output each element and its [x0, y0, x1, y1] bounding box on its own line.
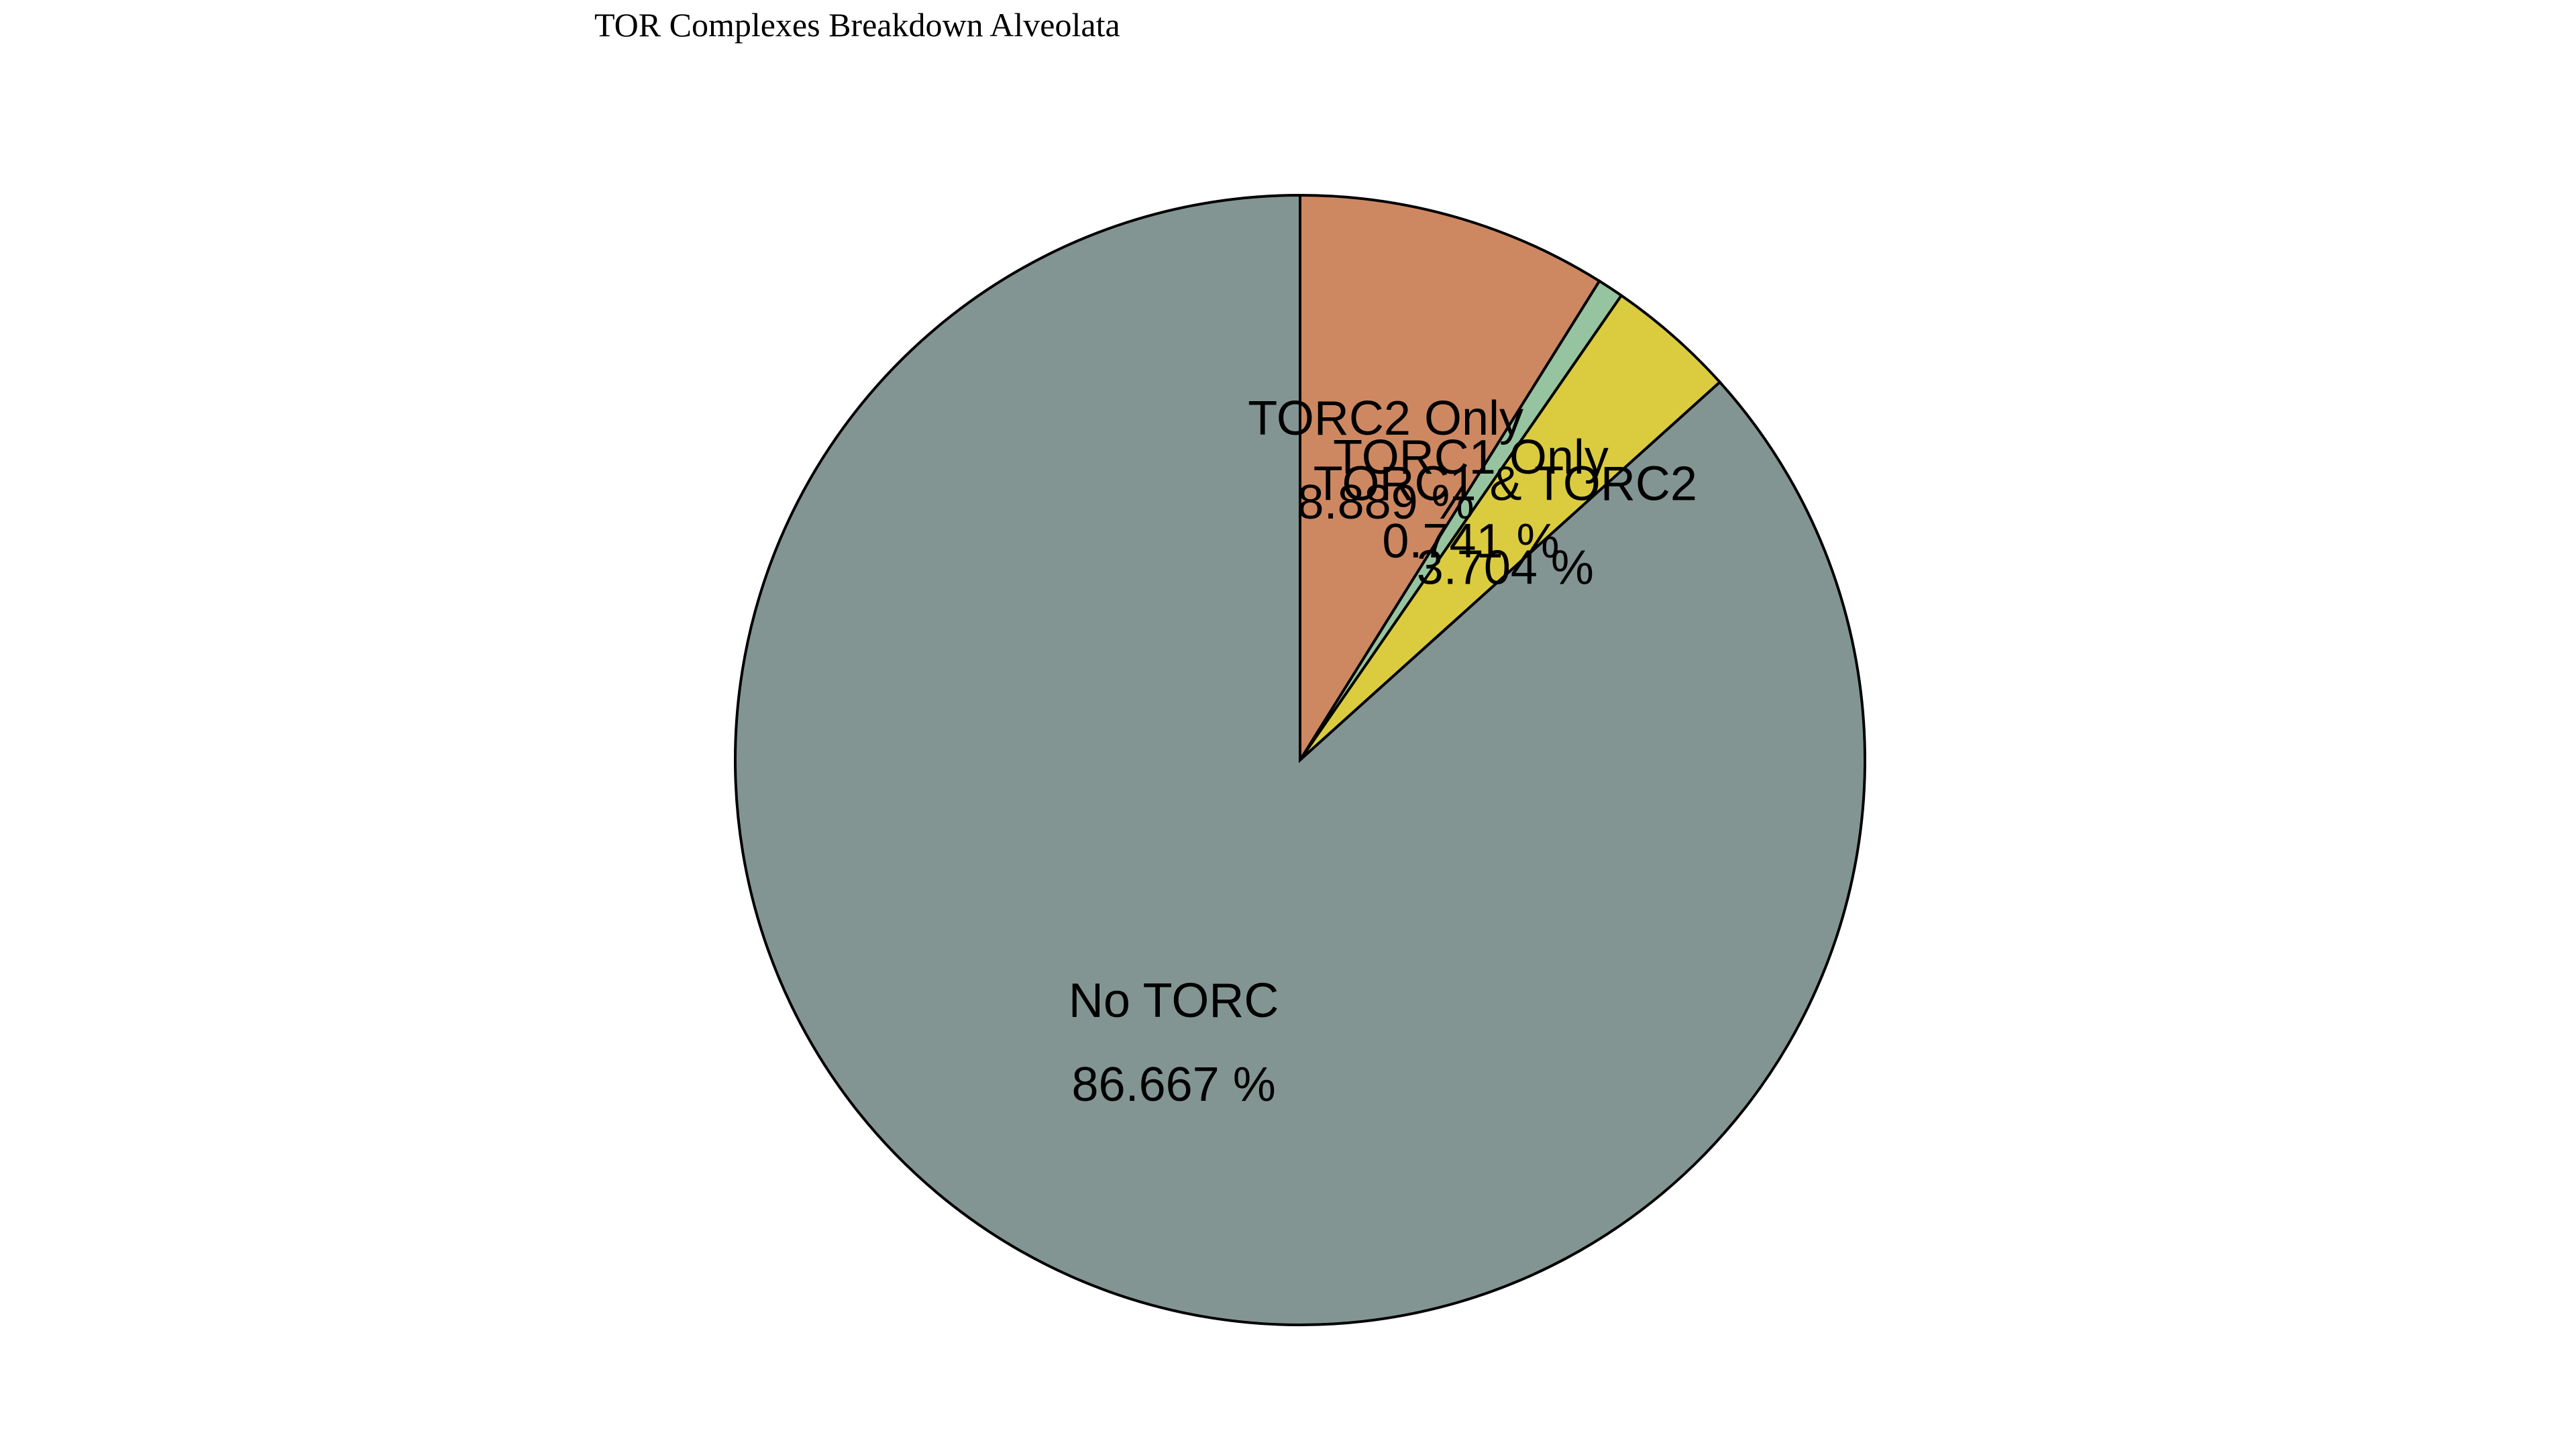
pie-slices — [734, 193, 1866, 1326]
slice-value-label-torc1-only: 0.741 % — [1382, 515, 1559, 568]
slice-name-label-torc1-and-torc2: TORC1 & TORC2 — [1313, 457, 1697, 511]
pie-slice-torc1-and-torc2 — [1299, 293, 1722, 761]
slice-value-label-torc1-and-torc2: 3.704 % — [1417, 541, 1594, 594]
slice-name-label-torc2-only: TORC2 Only — [1248, 392, 1523, 445]
slice-name-label-no-torc: No TORC — [1069, 974, 1279, 1028]
chart-title: TOR Complexes Breakdown Alveolata — [594, 6, 1120, 44]
pie-slice-torc2-only — [1299, 193, 1601, 765]
pie-labels: TORC2 Only 8.889 %TORC1 Only 0.741 %TORC1 … — [1069, 392, 1697, 1112]
slice-value-label-torc2-only: 8.889 % — [1297, 476, 1474, 529]
slice-name-label-torc1-only: TORC1 Only — [1333, 431, 1609, 484]
slice-value-label-no-torc: 86.667 % — [1072, 1058, 1276, 1112]
pie-slice-no-torc — [734, 193, 1866, 1326]
